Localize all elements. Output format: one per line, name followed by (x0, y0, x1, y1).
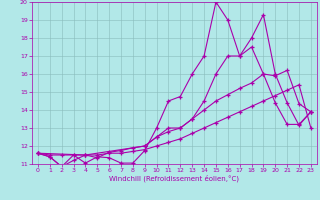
X-axis label: Windchill (Refroidissement éolien,°C): Windchill (Refroidissement éolien,°C) (109, 175, 239, 182)
